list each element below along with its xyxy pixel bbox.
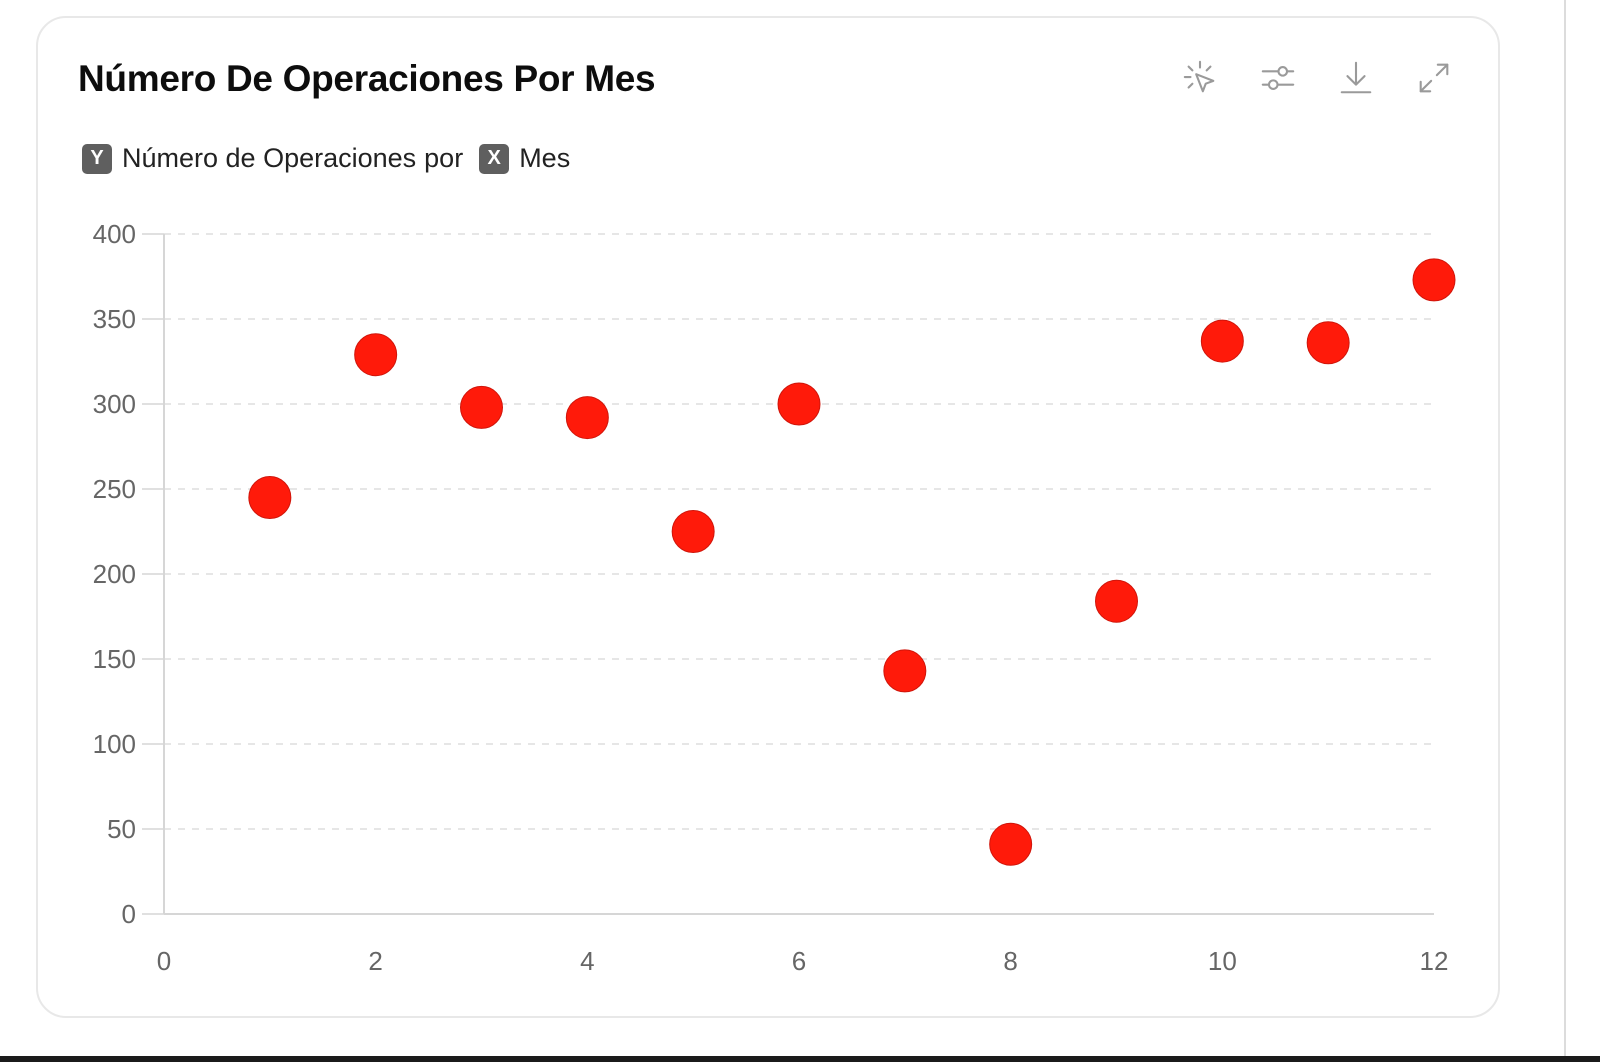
bottom-bar <box>0 1056 1600 1062</box>
expand-icon <box>1419 63 1449 93</box>
adjust-button[interactable] <box>1258 58 1298 98</box>
legend: Y Número de Operaciones por X Mes <box>82 143 570 174</box>
y-axis-badge: Y <box>82 143 112 174</box>
data-point[interactable] <box>1200 319 1244 363</box>
x-axis-label: Mes <box>519 143 571 173</box>
data-point[interactable] <box>354 333 398 377</box>
data-points <box>248 258 1456 866</box>
window-edge <box>1564 0 1566 1056</box>
chart-toolbar <box>1180 58 1454 98</box>
settings-sliders-icon <box>1261 66 1295 90</box>
data-point[interactable] <box>883 649 927 693</box>
data-point[interactable] <box>777 382 821 426</box>
data-point[interactable] <box>460 385 503 429</box>
data-point[interactable] <box>989 822 1033 866</box>
chart-title: Número De Operaciones Por Mes <box>78 58 656 99</box>
chart-card <box>36 16 1500 1018</box>
interact-icon <box>1183 60 1215 93</box>
data-point[interactable] <box>1412 258 1456 302</box>
data-point[interactable] <box>248 476 292 519</box>
y-axis-label: Número de Operaciones <box>122 143 417 173</box>
data-point[interactable] <box>565 396 609 440</box>
download-icon <box>1340 61 1372 94</box>
data-point[interactable] <box>1095 579 1138 623</box>
expand-button[interactable] <box>1414 58 1454 98</box>
data-point[interactable] <box>671 510 715 553</box>
x-axis-badge: X <box>479 143 510 174</box>
interact-button[interactable] <box>1180 58 1220 98</box>
download-button[interactable] <box>1336 58 1376 98</box>
legend-separator: por <box>424 143 464 173</box>
data-point[interactable] <box>1306 321 1350 365</box>
